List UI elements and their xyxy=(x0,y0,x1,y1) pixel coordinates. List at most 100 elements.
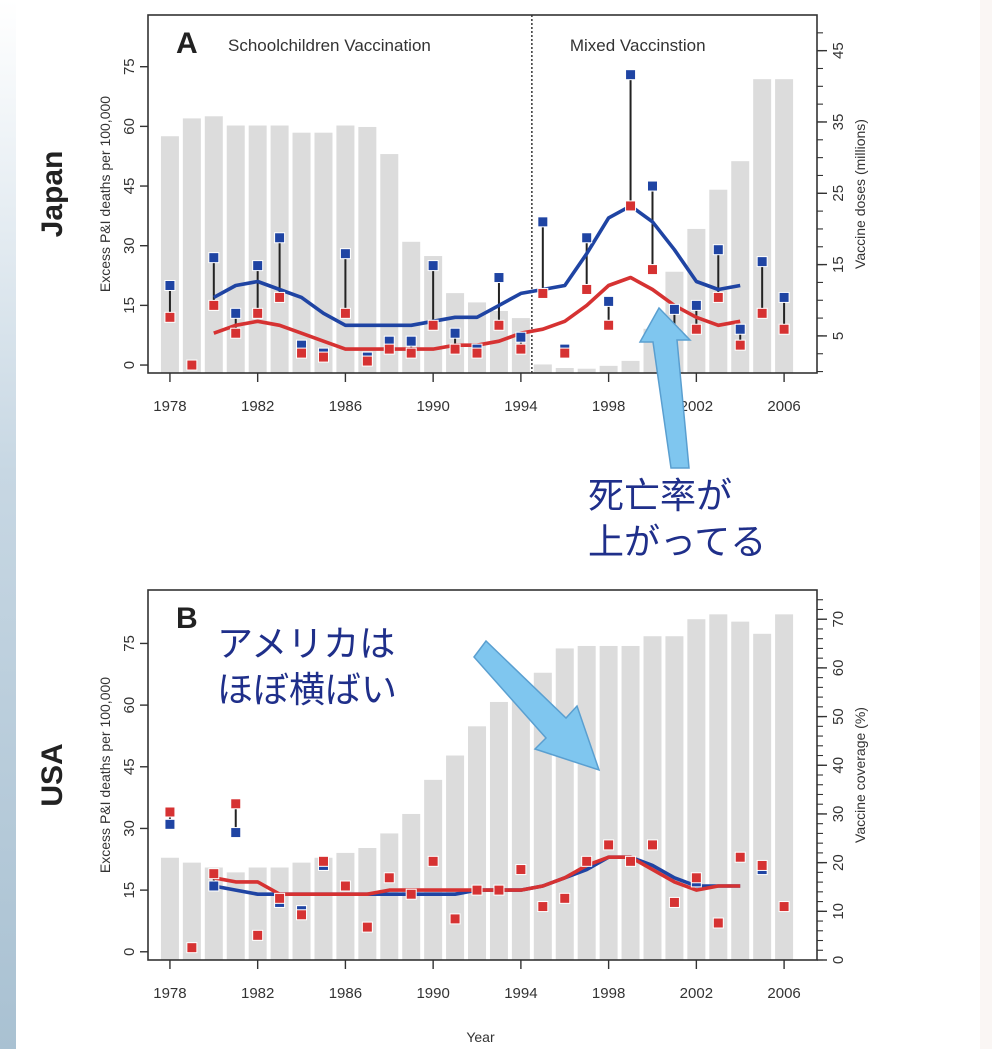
usa-red-point xyxy=(208,868,220,880)
usa-bar xyxy=(555,648,574,960)
usa-y2-tick-label: 0 xyxy=(830,956,847,964)
japan-blue-point xyxy=(581,232,593,244)
usa-bar xyxy=(446,755,465,960)
usa-bar xyxy=(621,645,640,960)
usa-red-point xyxy=(690,872,702,884)
japan-blue-point xyxy=(493,272,505,284)
usa-bar xyxy=(753,633,772,960)
usa-bar xyxy=(182,862,201,960)
usa-red-point xyxy=(756,859,768,871)
japan-red-point xyxy=(230,327,242,339)
usa-bar xyxy=(709,614,728,960)
usa-bar xyxy=(731,621,750,960)
japan-red-point xyxy=(449,343,461,355)
japan-blue-point xyxy=(274,232,286,244)
japan-red-point xyxy=(471,347,483,359)
japan-y-tick-label: 0 xyxy=(121,361,138,369)
usa-country-label: USA xyxy=(36,743,69,806)
usa-x-tick-label: 1982 xyxy=(241,985,274,1002)
japan-y2-axis-label: Vaccine doses (millions) xyxy=(852,119,868,269)
annotation-japan-line1: 死亡率が xyxy=(588,476,733,517)
japan-x-tick-label: 1986 xyxy=(329,398,362,415)
japan-bar xyxy=(555,368,574,373)
japan-y-tick-label: 45 xyxy=(121,178,138,195)
japan-blue-point xyxy=(339,248,351,260)
usa-bar xyxy=(468,726,487,960)
japan-blue-point xyxy=(712,244,724,256)
usa-red-point xyxy=(405,888,417,900)
japan-red-point xyxy=(690,323,702,335)
usa-y2-tick-label: 40 xyxy=(830,757,847,774)
japan-y2-tick-label: 5 xyxy=(830,332,847,340)
usa-red-point xyxy=(625,855,637,867)
japan-y-tick-label: 15 xyxy=(121,297,138,314)
japan-bar xyxy=(753,79,772,374)
japan-blue-point xyxy=(252,260,264,272)
usa-red-point xyxy=(383,872,395,884)
usa-blue-point xyxy=(164,818,176,830)
usa-y2-axis-label: Vaccine coverage (%) xyxy=(852,707,868,843)
japan-red-point xyxy=(515,343,527,355)
japan-bar xyxy=(380,154,399,373)
usa-red-point xyxy=(581,855,593,867)
japan-bar xyxy=(160,136,179,373)
usa-blue-point xyxy=(230,827,242,839)
usa-x-tick-label: 1998 xyxy=(592,985,625,1002)
japan-red-point xyxy=(427,319,439,331)
japan-bar xyxy=(358,126,377,373)
annotation-usa-line2: ほぼ横ばい xyxy=(217,670,398,711)
japan-red-point xyxy=(756,307,768,319)
usa-bar xyxy=(402,813,421,960)
japan-bar xyxy=(621,360,640,373)
usa-y2-tick-label: 10 xyxy=(830,903,847,920)
japan-blue-trend-line xyxy=(212,204,741,328)
usa-x-tick-label: 2002 xyxy=(680,985,713,1002)
usa-red-point xyxy=(230,798,242,810)
usa-y2-tick-label: 30 xyxy=(830,806,847,823)
japan-red-point xyxy=(734,339,746,351)
usa-red-point xyxy=(186,942,198,954)
usa-bar xyxy=(358,848,377,960)
japan-red-point xyxy=(778,323,790,335)
usa-x-tick-label: 2006 xyxy=(767,985,800,1002)
japan-blue-point xyxy=(515,331,527,343)
usa-bar xyxy=(314,857,333,960)
usa-red-point xyxy=(778,901,790,913)
usa-x-tick-label: 1994 xyxy=(504,985,537,1002)
japan-blue-point xyxy=(756,256,768,268)
japan-red-point xyxy=(559,347,571,359)
japan-blue-point xyxy=(230,307,242,319)
left-slide-edge xyxy=(0,0,16,1049)
usa-y-tick-label: 0 xyxy=(121,948,138,956)
japan-red-point xyxy=(603,319,615,331)
usa-annotation-arrow xyxy=(473,639,601,772)
usa-red-point xyxy=(537,901,549,913)
japan-blue-point xyxy=(164,279,176,291)
japan-x-tick-label: 2002 xyxy=(680,398,713,415)
usa-blue-point xyxy=(208,880,220,892)
usa-bar xyxy=(160,857,179,960)
japan-red-point xyxy=(646,264,658,276)
japan-blue-point xyxy=(690,299,702,311)
usa-red-point xyxy=(493,884,505,896)
japan-red-point xyxy=(339,307,351,319)
japan-y-tick-label: 30 xyxy=(121,237,138,254)
usa-red-point xyxy=(252,929,264,941)
japan-red-point xyxy=(208,299,220,311)
japan-bar xyxy=(248,125,267,374)
usa-y-tick-label: 30 xyxy=(121,820,138,837)
japan-bar xyxy=(533,364,552,373)
usa-red-point xyxy=(471,884,483,896)
japan-blue-point xyxy=(646,180,658,192)
right-slide-edge xyxy=(980,0,992,1049)
usa-bar xyxy=(665,636,684,960)
usa-x-tick-label: 1990 xyxy=(416,985,449,1002)
japan-red-point xyxy=(383,343,395,355)
japan-x-tick-label: 1994 xyxy=(504,398,537,415)
usa-bar xyxy=(643,636,662,960)
japan-y-tick-label: 75 xyxy=(121,58,138,75)
japan-y2-tick-label: 35 xyxy=(830,114,847,131)
japan-blue-point xyxy=(625,69,637,81)
usa-red-point xyxy=(274,892,286,904)
usa-bar xyxy=(511,687,530,960)
